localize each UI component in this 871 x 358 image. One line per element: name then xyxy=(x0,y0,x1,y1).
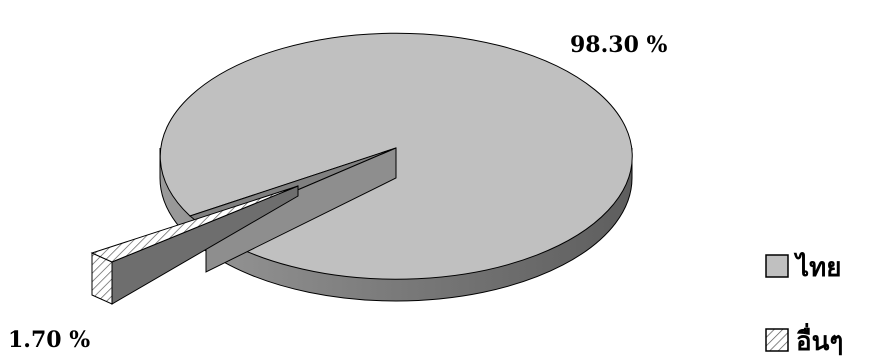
pie-slice-thai-front-face xyxy=(205,147,397,273)
legend-swatch-other xyxy=(765,328,789,352)
pie-slice-other xyxy=(90,185,299,263)
legend-swatch-thai xyxy=(765,254,789,278)
legend: ไทย อื่นๆ xyxy=(765,251,843,357)
data-label-thai: 98.30 % xyxy=(570,32,668,58)
legend-label-thai: ไทย xyxy=(793,251,841,283)
legend-label-other: อื่นๆ xyxy=(796,322,843,357)
data-label-other: 1.70 % xyxy=(8,327,90,353)
